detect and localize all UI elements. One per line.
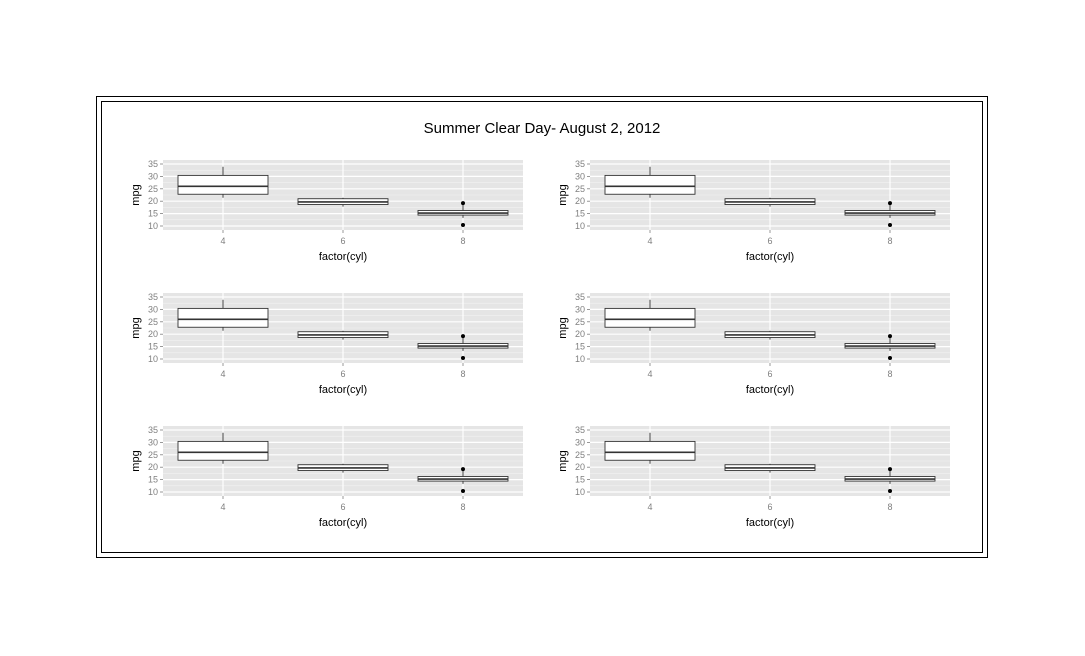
box (177, 440, 269, 461)
x-tick-label: 6 (767, 369, 772, 379)
x-tick-label: 8 (887, 236, 892, 246)
y-tick-label: 25 (148, 184, 158, 194)
y-tick-label: 35 (148, 425, 158, 435)
y-tick-label: 10 (575, 354, 585, 364)
y-tick-label: 35 (575, 159, 585, 169)
y-tick-label: 30 (575, 437, 585, 447)
outlier-point (461, 223, 465, 228)
y-tick-label: 30 (575, 304, 585, 314)
boxplot-panel-2: 10 15 20 25 30 35 4 6 8 factor(cyl) mpg (557, 159, 950, 263)
y-tick-label: 15 (148, 475, 158, 485)
outlier-point (461, 356, 465, 361)
outlier-point (461, 201, 465, 206)
outlier-point (888, 334, 892, 339)
x-tick-label: 6 (767, 236, 772, 246)
boxplot-panel-4: 10 15 20 25 30 35 4 6 8 factor(cyl) mpg (557, 292, 950, 396)
x-axis-title: factor(cyl) (319, 384, 367, 396)
x-tick-label: 6 (340, 369, 345, 379)
y-tick-label: 35 (575, 292, 585, 302)
box (177, 174, 269, 195)
outlier-point (888, 223, 892, 228)
outlier-point (888, 201, 892, 206)
y-tick-label: 25 (148, 450, 158, 460)
y-tick-label: 25 (575, 317, 585, 327)
y-axis-title: mpg (130, 450, 142, 471)
x-tick-label: 6 (767, 502, 772, 512)
x-axis-title: factor(cyl) (319, 517, 367, 529)
y-tick-label: 15 (148, 342, 158, 352)
y-tick-label: 25 (575, 450, 585, 460)
y-tick-label: 35 (575, 425, 585, 435)
y-tick-label: 10 (148, 487, 158, 497)
y-tick-label: 30 (148, 437, 158, 447)
box (177, 307, 269, 328)
y-tick-label: 15 (575, 475, 585, 485)
y-tick-label: 10 (575, 221, 585, 231)
y-axis-title: mpg (557, 317, 569, 338)
outlier-point (888, 489, 892, 494)
y-tick-label: 20 (148, 329, 158, 339)
x-tick-label: 6 (340, 236, 345, 246)
y-tick-label: 15 (148, 209, 158, 219)
y-tick-label: 25 (148, 317, 158, 327)
x-tick-label: 8 (460, 236, 465, 246)
y-tick-label: 35 (148, 159, 158, 169)
x-tick-label: 8 (887, 369, 892, 379)
y-tick-label: 30 (575, 171, 585, 181)
x-tick-label: 4 (220, 502, 225, 512)
x-axis-title: factor(cyl) (319, 251, 367, 263)
x-tick-label: 8 (460, 502, 465, 512)
boxplot-panel-6: 10 15 20 25 30 35 4 6 8 factor(cyl) mpg (557, 425, 950, 529)
y-axis-title: mpg (557, 450, 569, 471)
y-tick-label: 10 (575, 487, 585, 497)
figure-inner-border (101, 101, 983, 553)
box (604, 440, 696, 461)
y-tick-label: 25 (575, 184, 585, 194)
x-axis-title: factor(cyl) (746, 517, 794, 529)
y-tick-label: 10 (148, 221, 158, 231)
y-tick-label: 10 (148, 354, 158, 364)
x-tick-label: 8 (887, 502, 892, 512)
y-tick-label: 20 (575, 196, 585, 206)
boxplot-panel-5: 10 15 20 25 30 35 4 6 8 factor(cyl) mpg (130, 425, 523, 529)
y-tick-label: 35 (148, 292, 158, 302)
y-tick-label: 20 (148, 196, 158, 206)
chart-title: Summer Clear Day- August 2, 2012 (423, 120, 661, 137)
y-tick-label: 20 (575, 462, 585, 472)
x-tick-label: 4 (647, 502, 652, 512)
y-tick-label: 15 (575, 342, 585, 352)
y-axis-title: mpg (557, 184, 569, 205)
boxplot-panel-3: 10 15 20 25 30 35 4 6 8 factor(cyl) mpg (130, 292, 523, 396)
outlier-point (888, 356, 892, 361)
y-axis-title: mpg (130, 184, 142, 205)
x-tick-label: 4 (647, 236, 652, 246)
y-tick-label: 20 (575, 329, 585, 339)
outlier-point (461, 334, 465, 339)
x-tick-label: 4 (647, 369, 652, 379)
outlier-point (888, 467, 892, 472)
x-axis-title: factor(cyl) (746, 384, 794, 396)
x-tick-label: 6 (340, 502, 345, 512)
y-axis-title: mpg (130, 317, 142, 338)
outlier-point (461, 467, 465, 472)
x-tick-label: 8 (460, 369, 465, 379)
y-tick-label: 15 (575, 209, 585, 219)
figure-outer-border (96, 96, 988, 558)
box (604, 174, 696, 195)
outlier-point (461, 489, 465, 494)
y-tick-label: 30 (148, 304, 158, 314)
boxplot-panel-1: 10 15 20 25 30 35 4 6 8 factor(cyl) mpg (130, 159, 523, 263)
x-axis-title: factor(cyl) (746, 251, 794, 263)
y-tick-label: 30 (148, 171, 158, 181)
y-tick-label: 20 (148, 462, 158, 472)
x-tick-label: 4 (220, 369, 225, 379)
box (604, 307, 696, 328)
x-tick-label: 4 (220, 236, 225, 246)
